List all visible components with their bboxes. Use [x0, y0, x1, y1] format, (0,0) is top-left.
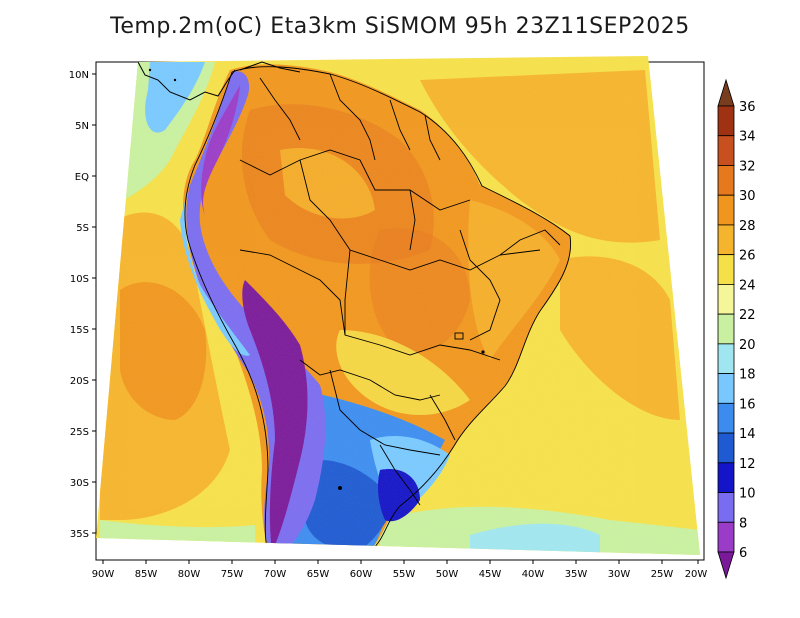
colorbar-segment: [717, 105, 735, 137]
colorbar-label: 22: [739, 308, 756, 323]
colorbar-label: 6: [739, 546, 747, 561]
lat-label: 35S: [70, 529, 89, 540]
colorbar-segment: [717, 224, 735, 256]
lon-label: 35W: [565, 569, 588, 580]
colorbar-segment: [717, 254, 735, 285]
lat-label: 20S: [70, 376, 89, 387]
central-america-outline: [137, 61, 236, 101]
lat-label: EQ: [75, 172, 89, 183]
colorbar-segment: [717, 373, 735, 404]
lat-label: 10N: [69, 70, 89, 81]
colorbar-label: 10: [739, 487, 756, 502]
colorbar-label: 24: [739, 278, 756, 293]
colorbar-label: 34: [739, 130, 756, 145]
lon-label: 90W: [92, 569, 115, 580]
colorbar-label: 12: [739, 457, 756, 472]
colorbar-segment: [717, 283, 735, 315]
colorbar-label: 26: [739, 249, 756, 264]
colorbar-segment: [717, 135, 735, 166]
lon-label: 25W: [651, 569, 674, 580]
colorbar-label: 30: [739, 189, 756, 204]
lon-label: 45W: [479, 569, 502, 580]
lon-label: 70W: [264, 569, 287, 580]
colorbar-label: 16: [739, 397, 756, 412]
lat-label: 5N: [75, 121, 89, 132]
colorbar-segment: [717, 165, 735, 196]
colorbar-label: 20: [739, 338, 756, 353]
texture-overlay: [96, 56, 700, 555]
colorbar-bottom-arrow: [717, 551, 735, 580]
lat-label: 30S: [70, 478, 89, 489]
lon-label: 60W: [350, 569, 373, 580]
country-borders: [184, 66, 572, 555]
colorbar-segment: [717, 432, 735, 464]
colorbar-segment: [717, 194, 735, 226]
colorbar-label: 32: [739, 159, 756, 174]
colorbar-label: 28: [739, 219, 756, 234]
lon-label: 50W: [436, 569, 459, 580]
lat-ticks: [92, 73, 96, 534]
lat-label: 15S: [70, 325, 89, 336]
lon-label: 85W: [135, 569, 158, 580]
lon-ticks: [102, 560, 699, 564]
colorbar-segment: [717, 462, 735, 493]
colorbar-segment: [717, 402, 735, 434]
lat-label: 10S: [70, 274, 89, 285]
colorbar-label: 18: [739, 368, 756, 383]
lon-label: 55W: [393, 569, 416, 580]
colorbar-segment: [717, 492, 735, 523]
caribbean-coast: [239, 61, 301, 73]
lon-label: 20W: [685, 569, 708, 580]
lat-label: 25S: [70, 427, 89, 438]
colorbar-segment: [717, 313, 735, 345]
colorbar-label: 14: [739, 427, 756, 442]
lon-label: 65W: [307, 569, 330, 580]
colorbar-segment: [717, 343, 735, 375]
lon-label: 40W: [522, 569, 545, 580]
colorbar-label: 8: [739, 516, 747, 531]
lon-label: 75W: [221, 569, 244, 580]
lon-label: 80W: [178, 569, 201, 580]
map-title: Temp.2m(oC) Eta3km SiSMOM 95h 23Z11SEP20…: [110, 14, 690, 39]
colorbar-segment: [717, 521, 735, 553]
lat-label: 5S: [76, 223, 89, 234]
colorbar-label: 36: [739, 100, 756, 115]
lon-label: 30W: [608, 569, 631, 580]
colorbar-top-arrow: [717, 78, 735, 107]
